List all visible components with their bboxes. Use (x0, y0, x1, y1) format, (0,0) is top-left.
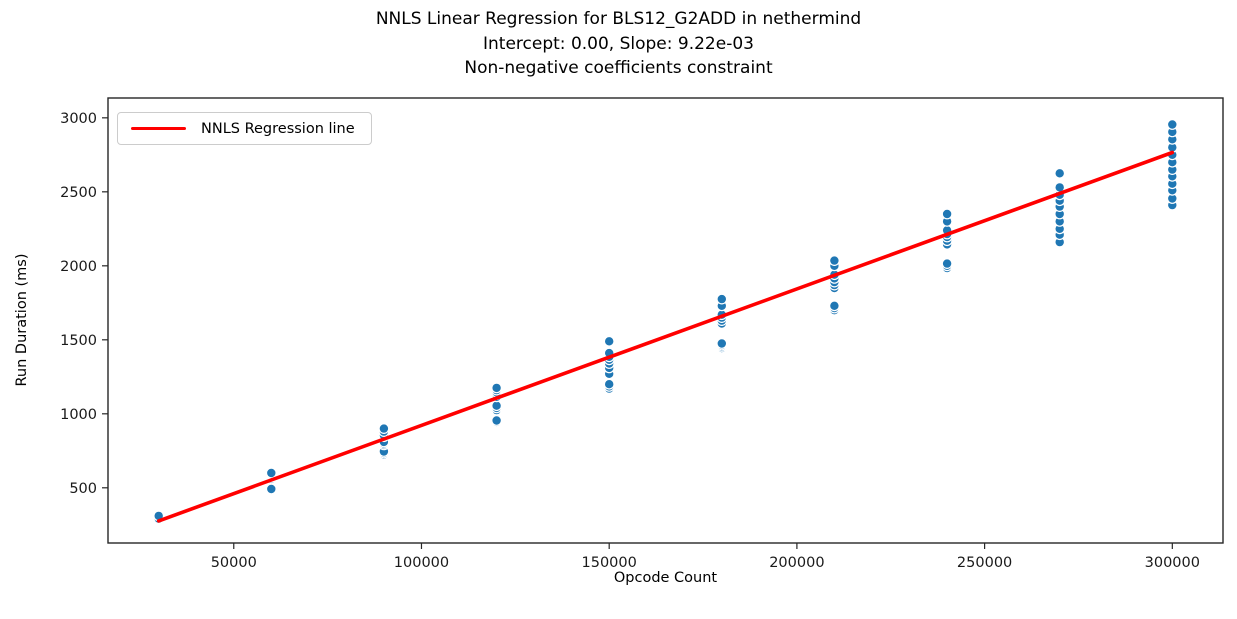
y-axis-label: Run Duration (ms) (14, 253, 30, 387)
axes-frame (107, 97, 1224, 544)
x-tick-label: 50000 (211, 555, 257, 571)
x-axis-label: Opcode Count (613, 570, 718, 586)
scatter-point (829, 300, 840, 312)
scatter-point (1166, 119, 1178, 130)
chart-subtitle-constraint: Non-negative coefficients constraint (464, 58, 773, 78)
chart-title: NNLS Linear Regression for BLS12_G2ADD i… (375, 9, 862, 29)
scatter-point (941, 258, 953, 270)
scatter-point (491, 382, 503, 394)
x-tick-label: 100000 (394, 555, 449, 571)
scatter-point (491, 415, 503, 426)
y-tick-label: 500 (69, 481, 97, 497)
scatter-point (1054, 167, 1066, 179)
scatter-point (265, 483, 277, 495)
scatter-point (603, 335, 615, 347)
x-tick-label: 250000 (957, 555, 1012, 571)
y-tick-label: 2000 (60, 259, 97, 275)
x-tick-label: 300000 (1145, 555, 1200, 571)
legend-label: NNLS Regression line (201, 120, 355, 137)
x-tick-label: 150000 (582, 555, 637, 571)
y-tick-label: 3000 (60, 111, 97, 127)
y-tick-label: 2500 (60, 185, 97, 201)
legend: NNLS Regression line (117, 112, 372, 145)
scatter-point (491, 400, 503, 412)
y-tick-label: 1000 (60, 407, 97, 423)
chart-subtitle-intercept-slope: Intercept: 0.00, Slope: 9.22e-03 (483, 33, 754, 54)
scatter-point (941, 208, 953, 220)
y-tick-label: 1500 (60, 333, 97, 349)
regression-line (156, 150, 1175, 523)
scatter-point (716, 338, 728, 349)
scatter-point (603, 378, 615, 390)
title-block: NNLS Linear Regression for BLS12_G2ADD i… (0, 7, 1237, 81)
x-tick-label: 200000 (769, 555, 824, 571)
scatter-point (829, 255, 840, 267)
scatter-point (378, 423, 390, 435)
scatter-point (716, 293, 728, 305)
scatter-point (265, 467, 277, 479)
legend-line-sample (131, 126, 186, 131)
